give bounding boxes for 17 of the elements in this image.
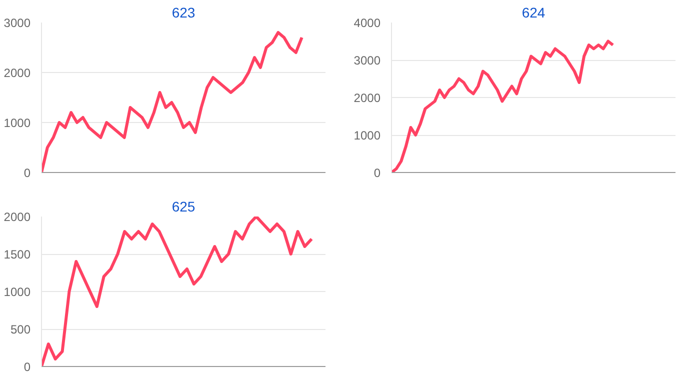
y-tick-label: 4000 <box>354 16 381 30</box>
y-tick-label: 0 <box>24 166 31 180</box>
y-tick-label: 1000 <box>4 285 31 299</box>
chart-title: 624 <box>522 4 546 20</box>
y-tick-label: 1500 <box>4 248 31 262</box>
chart-title: 625 <box>172 198 196 214</box>
y-tick-label: 2000 <box>4 66 31 80</box>
y-tick-label: 3000 <box>354 54 381 68</box>
y-tick-label: 0 <box>24 360 31 374</box>
y-tick-label: 1000 <box>354 128 381 142</box>
y-tick-label: 2000 <box>4 210 31 224</box>
y-tick-label: 0 <box>374 166 381 180</box>
y-tick-label: 1000 <box>4 116 31 130</box>
y-tick-label: 500 <box>10 322 31 336</box>
y-tick-label: 3000 <box>4 16 31 30</box>
y-tick-label: 2000 <box>354 91 381 105</box>
chart-title: 623 <box>172 4 196 20</box>
